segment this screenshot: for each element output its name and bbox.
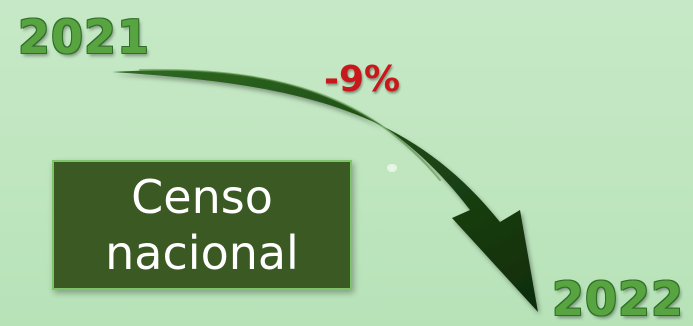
change-percentage: -9% <box>324 59 401 100</box>
end-year-label: 2022 <box>552 272 685 326</box>
start-year-label: 2021 <box>18 10 151 64</box>
census-label-box: Censo nacional <box>52 160 352 290</box>
label-line-2: nacional <box>105 226 299 280</box>
label-line-1: Censo <box>131 170 273 224</box>
